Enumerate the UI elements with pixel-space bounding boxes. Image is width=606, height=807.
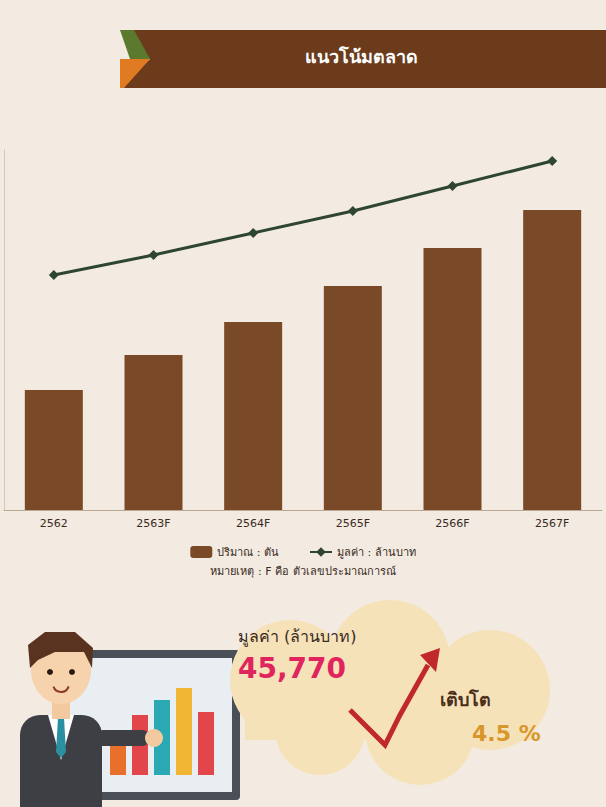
svg-text:4.5 %: 4.5 % — [472, 721, 541, 746]
svg-text:2566F: 2566F — [435, 517, 469, 530]
svg-text:เติบโต: เติบโต — [440, 689, 491, 710]
svg-text:45,770: 45,770 — [238, 652, 346, 685]
svg-text:แนวโน้มตลาด: แนวโน้มตลาด — [305, 46, 418, 67]
svg-text:ปริมาณ : ตัน: ปริมาณ : ตัน — [217, 546, 279, 559]
svg-text:มูลค่า : ล้านบาท: มูลค่า : ล้านบาท — [337, 546, 416, 559]
svg-text:หมายเหตุ : F คือ ตัวเลขประมาณก: หมายเหตุ : F คือ ตัวเลขประมาณการณ์ — [210, 565, 395, 578]
svg-text:2567F: 2567F — [535, 517, 569, 530]
svg-text:มูลค่า (ล้านบาท): มูลค่า (ล้านบาท) — [238, 627, 357, 647]
svg-text:2563F: 2563F — [136, 517, 170, 530]
svg-text:2562: 2562 — [40, 517, 68, 530]
svg-text:2565F: 2565F — [336, 517, 370, 530]
svg-text:2564F: 2564F — [236, 517, 270, 530]
